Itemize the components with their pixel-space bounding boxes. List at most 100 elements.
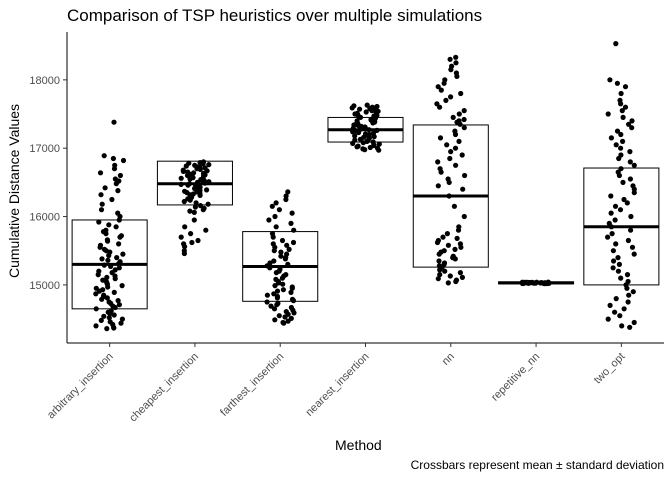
x-tick-label: nearest_insertion	[303, 351, 371, 419]
data-point	[272, 317, 278, 323]
data-point	[284, 242, 290, 248]
data-point	[279, 275, 285, 281]
data-point	[264, 299, 270, 305]
data-point	[616, 155, 622, 162]
data-point	[362, 147, 368, 153]
data-point	[178, 175, 184, 181]
data-point	[448, 149, 454, 155]
data-point	[103, 231, 109, 237]
data-point	[285, 189, 291, 195]
data-point	[457, 270, 463, 276]
data-point	[276, 207, 282, 213]
data-point	[273, 224, 279, 230]
data-point	[447, 56, 453, 62]
data-point	[119, 316, 125, 322]
data-point	[99, 296, 105, 302]
data-point	[290, 298, 297, 304]
data-point	[435, 159, 441, 165]
data-point	[274, 302, 280, 308]
data-point	[622, 84, 629, 90]
data-point	[612, 203, 619, 209]
data-point	[97, 244, 103, 250]
data-point	[191, 170, 197, 176]
data-point	[453, 60, 459, 66]
data-point	[614, 80, 621, 86]
data-point	[112, 276, 118, 282]
data-point	[619, 323, 625, 329]
data-point	[286, 246, 292, 252]
chart-caption: Crossbars represent mean ± standard devi…	[410, 458, 664, 472]
data-point	[461, 116, 467, 123]
data-point	[276, 313, 282, 319]
data-point	[458, 90, 464, 97]
data-point	[357, 136, 363, 142]
data-point	[376, 147, 382, 153]
data-point	[627, 159, 633, 165]
data-point	[280, 287, 286, 293]
data-point	[105, 257, 111, 263]
data-point	[193, 200, 199, 206]
data-point	[274, 295, 280, 301]
data-point	[437, 104, 443, 110]
data-point	[113, 224, 119, 230]
x-axis-title: Method	[335, 437, 382, 453]
data-point	[290, 239, 297, 246]
data-point	[271, 306, 278, 312]
chart-title: Comparison of TSP heuristics over multip…	[67, 6, 483, 25]
data-point	[618, 131, 624, 138]
data-point	[197, 166, 203, 172]
data-point	[615, 255, 621, 261]
data-point	[616, 261, 623, 267]
data-point	[289, 285, 295, 291]
data-point	[291, 310, 297, 316]
data-point	[435, 276, 441, 282]
data-point	[436, 251, 442, 257]
data-point	[98, 192, 104, 198]
data-point	[626, 292, 632, 298]
data-point	[288, 220, 294, 226]
data-point	[456, 138, 462, 144]
data-point	[448, 94, 454, 100]
data-point	[115, 188, 121, 194]
data-point	[191, 217, 197, 223]
data-point	[617, 207, 624, 213]
data-point	[187, 176, 193, 182]
data-point	[270, 234, 276, 240]
data-point	[204, 168, 210, 174]
data-point	[101, 153, 107, 159]
data-point	[607, 302, 613, 308]
data-point	[367, 144, 373, 151]
data-point	[629, 118, 635, 124]
x-tick-label: farthest_insertion	[218, 351, 286, 419]
data-point	[118, 320, 124, 326]
data-point	[614, 128, 621, 134]
data-point	[461, 213, 467, 220]
data-point	[182, 244, 188, 250]
data-point	[204, 187, 210, 193]
x-tick-label: two_opt	[592, 351, 628, 387]
data-point	[105, 284, 111, 290]
data-point	[120, 157, 127, 164]
data-point	[451, 203, 457, 209]
data-point	[117, 172, 123, 179]
data-point	[453, 278, 459, 285]
data-point	[618, 101, 624, 107]
data-point	[101, 313, 107, 319]
data-point	[447, 155, 453, 162]
data-point	[620, 138, 626, 144]
data-point	[206, 162, 212, 168]
data-point	[114, 255, 120, 261]
data-point	[376, 141, 382, 147]
data-point	[360, 140, 366, 146]
data-point	[371, 134, 377, 140]
data-point	[456, 111, 462, 117]
x-tick-label: repetitive_nn	[489, 351, 542, 404]
data-point	[99, 256, 105, 262]
data-point	[183, 163, 189, 169]
data-point	[613, 41, 619, 47]
data-point	[278, 249, 284, 255]
data-point	[188, 231, 194, 237]
data-point	[628, 227, 634, 233]
data-point	[618, 275, 624, 281]
